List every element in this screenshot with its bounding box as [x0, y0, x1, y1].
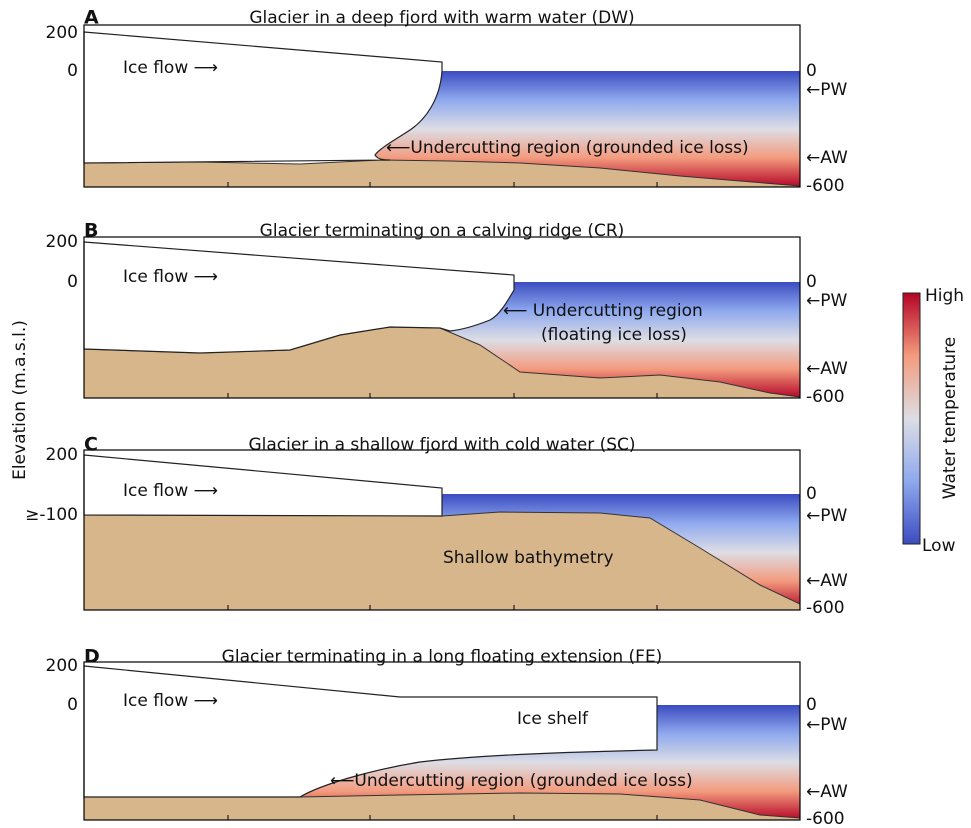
annotation: Shallow bathymetry [443, 548, 614, 568]
panel-frame [83, 236, 801, 399]
panel-frame [83, 661, 801, 821]
right-label: ←AW [806, 359, 848, 379]
annotation: ⟵Undercutting region (grounded ice loss) [330, 771, 693, 791]
panel-title: Glacier terminating on a calving ridge (… [260, 221, 625, 241]
right-label: ←AW [806, 782, 848, 802]
glacier-ice [83, 241, 515, 354]
annotation: Ice flow ⟶ [123, 267, 218, 287]
left-label: 0 [67, 272, 78, 292]
annotation: Ice flow ⟶ [123, 691, 218, 711]
colorbar [902, 292, 921, 545]
right-label: -600 [806, 176, 845, 196]
panel-letter: C [84, 434, 98, 456]
right-label: ←AW [806, 571, 848, 591]
annotation: Ice flow ⟶ [123, 481, 218, 501]
right-label: 0 [806, 484, 817, 504]
right-label: 0 [806, 61, 817, 81]
right-label: ←AW [806, 148, 848, 168]
colorbar-low: Low [922, 536, 956, 556]
panel-title: Glacier in a shallow fjord with cold wat… [248, 435, 635, 455]
right-label: 0 [806, 272, 817, 292]
right-label: ←PW [806, 715, 847, 735]
annotation: (floating ice loss) [541, 325, 687, 345]
panel-letter: B [84, 220, 98, 242]
panel-frame [83, 24, 801, 188]
glacier-ice [83, 665, 658, 798]
right-label: 0 [806, 695, 817, 715]
annotation: ⟵ Undercutting region [503, 301, 703, 321]
annotation: Ice shelf [517, 709, 589, 729]
annotation: Ice flow ⟶ [123, 58, 218, 78]
right-label: ←PW [806, 506, 847, 526]
left-label: 0 [67, 695, 78, 715]
right-label: ←PW [806, 80, 847, 100]
y-axis-label: Elevation (m.a.s.l.) [10, 320, 30, 480]
left-label: 200 [46, 445, 78, 465]
left-label: 200 [46, 656, 78, 676]
left-label: 0 [67, 61, 78, 81]
left-label: ≥-100 [25, 505, 78, 525]
annotation: ⟵Undercutting region (grounded ice loss) [386, 138, 749, 158]
panel-letter: A [84, 7, 99, 29]
glacier-ice [83, 31, 443, 164]
left-label: 200 [46, 23, 78, 43]
panel-letter: D [84, 646, 100, 668]
right-label: -600 [806, 598, 845, 618]
panel-title: Glacier terminating in a long floating e… [222, 647, 663, 667]
panel-frame [83, 449, 801, 611]
right-label: ←PW [806, 291, 847, 311]
left-label: 200 [46, 232, 78, 252]
right-label: -600 [806, 809, 845, 828]
panel-title: Glacier in a deep fjord with warm water … [249, 8, 634, 28]
colorbar-high: High [925, 286, 964, 306]
colorbar-label: Water temperature [940, 337, 960, 500]
right-label: -600 [806, 387, 845, 407]
